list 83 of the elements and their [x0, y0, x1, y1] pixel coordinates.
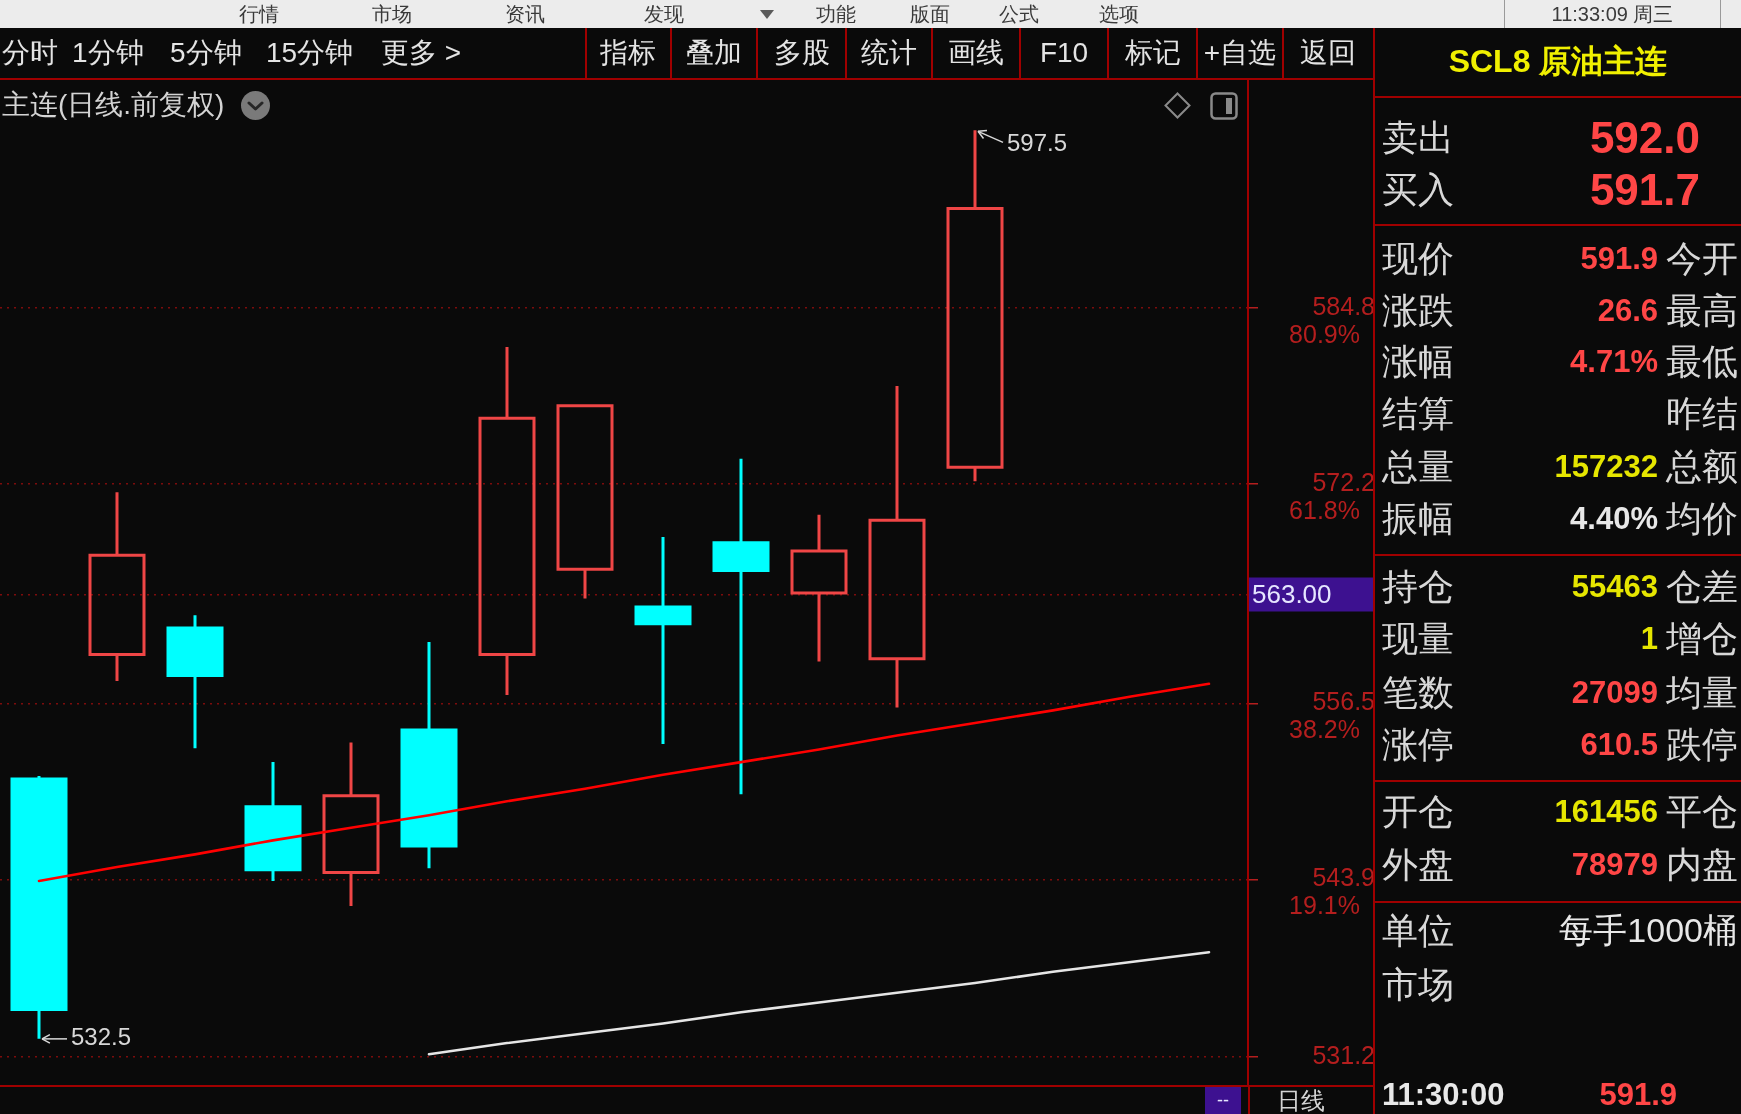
text: 指标	[585, 28, 670, 78]
text: 592.0	[1589, 111, 1700, 164]
text: 591.7	[1589, 163, 1700, 216]
text: 功能	[816, 2, 856, 26]
text: 选项	[1099, 2, 1139, 26]
y-tick-label: 543.9	[1312, 863, 1375, 892]
text: 27099	[1571, 673, 1658, 711]
text: 11:33:09 周三	[1504, 0, 1721, 28]
text: 161456	[1554, 792, 1658, 830]
text: 统计	[845, 28, 931, 78]
text: 更多 >	[381, 36, 462, 70]
text: 平仓	[1666, 789, 1738, 833]
text: 昨结	[1666, 391, 1738, 435]
annotation: 597.5	[1007, 128, 1068, 156]
text: 610.5	[1580, 725, 1658, 763]
text: F10	[1019, 28, 1107, 78]
y-tick-label: 531.2	[1312, 1040, 1375, 1069]
text: 55463	[1571, 567, 1658, 605]
text: 总额	[1666, 444, 1738, 488]
text: 结算	[1382, 391, 1454, 435]
text: SCL8 原油主连	[1448, 42, 1668, 80]
text: 市场	[372, 2, 412, 26]
text: 单位	[1382, 908, 1454, 952]
text: 仓差	[1666, 564, 1738, 608]
text: 笔数	[1382, 670, 1454, 714]
text: 增仓	[1666, 616, 1738, 660]
text: 内盘	[1666, 842, 1738, 886]
text: 78979	[1571, 845, 1658, 883]
text: 最低	[1666, 339, 1738, 383]
text: 买入	[1382, 167, 1454, 211]
text: 现量	[1382, 616, 1454, 660]
y-tick-label: 572.2	[1312, 467, 1375, 496]
text: 今开	[1666, 236, 1738, 280]
y2-tick-label: 38.2%	[1289, 714, 1360, 743]
text: 1分钟	[72, 36, 144, 70]
text: 涨跌	[1382, 288, 1454, 332]
y2-tick-label: 19.1%	[1289, 891, 1360, 920]
text: 资讯	[505, 2, 545, 26]
text: 4.71%	[1570, 342, 1658, 380]
text: 最高	[1666, 288, 1738, 332]
text: 591.9	[1599, 1075, 1677, 1113]
y2-tick-label: 61.8%	[1289, 496, 1360, 525]
text: 叠加	[669, 28, 756, 78]
text: 涨停	[1382, 722, 1454, 766]
text: 563.00	[1252, 578, 1332, 609]
y2-tick-label: 80.9%	[1289, 319, 1360, 348]
text: 卖出	[1382, 115, 1454, 159]
text: 行情	[239, 2, 279, 26]
text: 外盘	[1382, 842, 1454, 886]
chart-title: 主连(日线.前复权)	[2, 88, 225, 122]
text: 版面	[910, 2, 950, 26]
y-tick-label: 556.5	[1312, 687, 1375, 716]
text: 26.6	[1597, 291, 1658, 329]
text: 日线	[1248, 1087, 1375, 1114]
text: 跌停	[1666, 722, 1738, 766]
text: 振幅	[1382, 496, 1454, 540]
text: 4.40%	[1570, 499, 1658, 537]
text: 公式	[999, 2, 1039, 26]
text: 持仓	[1382, 564, 1454, 608]
text: 每手1000桶	[1559, 909, 1737, 951]
text: 标记	[1107, 28, 1196, 78]
text: 涨幅	[1382, 339, 1454, 383]
text: 均价	[1666, 496, 1738, 540]
text: 市场	[1382, 962, 1454, 1006]
text: 发现	[644, 2, 684, 26]
text: 返回	[1282, 28, 1372, 78]
text: +自选	[1196, 28, 1282, 78]
text: 15分钟	[266, 36, 354, 70]
text: 现价	[1382, 236, 1454, 280]
text: 画线	[930, 28, 1019, 78]
text: 均量	[1666, 670, 1738, 714]
annotation: 532.5	[71, 1023, 132, 1051]
text: 5分钟	[170, 36, 242, 70]
text: 总量	[1382, 444, 1454, 488]
text: 591.9	[1580, 239, 1658, 277]
text: 11:30:00	[1382, 1075, 1505, 1113]
text: 开仓	[1382, 789, 1454, 833]
text: --	[1205, 1087, 1241, 1114]
text: 多股	[756, 28, 845, 78]
text: 157232	[1554, 447, 1658, 485]
y-tick-label: 584.8	[1312, 291, 1375, 320]
text: 分时	[2, 36, 58, 70]
text: 1	[1640, 619, 1658, 657]
